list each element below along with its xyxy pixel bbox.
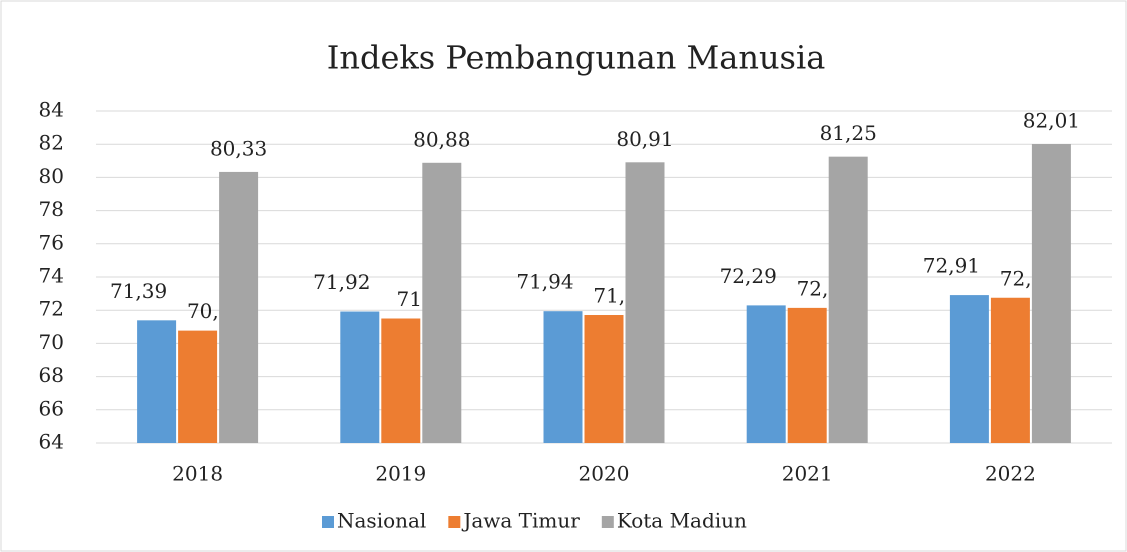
bar <box>746 305 786 443</box>
bar <box>219 171 259 443</box>
bar <box>340 311 380 443</box>
y-tick-label: 76 <box>39 230 64 254</box>
y-tick-label: 70 <box>39 330 64 354</box>
x-tick-label: 2021 <box>782 462 833 486</box>
y-tick-label: 66 <box>39 396 64 420</box>
data-label: 80,33 <box>210 136 267 160</box>
bar <box>625 162 665 443</box>
bar <box>949 295 989 443</box>
data-label: 82,01 <box>1023 109 1080 133</box>
y-tick-label: 68 <box>39 363 64 387</box>
bar <box>990 297 1030 443</box>
data-label: 80,91 <box>616 127 673 151</box>
bar <box>381 318 421 443</box>
x-tick-label: 2019 <box>375 462 426 486</box>
legend-label: Kota Madiun <box>617 509 747 533</box>
y-tick-label: 64 <box>39 430 64 454</box>
chart-title: Indeks Pembangunan Manusia <box>327 39 826 77</box>
data-label: 81,25 <box>820 121 877 145</box>
data-label: 80,88 <box>413 127 470 151</box>
bar <box>422 162 462 444</box>
legend-label: Jawa Timur <box>461 509 580 533</box>
legend-swatch <box>601 516 614 528</box>
y-tick-label: 80 <box>39 164 64 188</box>
y-tick-label: 72 <box>39 297 64 321</box>
x-tick-label: 2020 <box>579 462 630 486</box>
bar <box>543 311 583 443</box>
bar <box>787 307 827 443</box>
legend-swatch <box>448 516 461 528</box>
x-tick-label: 2018 <box>172 462 223 486</box>
bar <box>1031 144 1071 443</box>
bar <box>584 315 624 443</box>
bar <box>178 330 218 443</box>
y-tick-label: 74 <box>39 264 64 288</box>
legend-swatch <box>322 516 334 528</box>
bar <box>828 156 868 443</box>
data-label: 71,39 <box>110 279 167 303</box>
x-tick-label: 2022 <box>985 462 1036 486</box>
data-label: 72,29 <box>720 264 777 288</box>
y-tick-label: 82 <box>39 131 64 155</box>
legend-label: Nasional <box>337 509 426 533</box>
data-label: 71,92 <box>313 270 370 294</box>
y-tick-label: 84 <box>39 98 64 122</box>
data-label: 71,94 <box>516 270 573 294</box>
y-tick-label: 78 <box>39 197 64 221</box>
data-label: 72,91 <box>923 254 980 278</box>
bar <box>137 320 177 443</box>
